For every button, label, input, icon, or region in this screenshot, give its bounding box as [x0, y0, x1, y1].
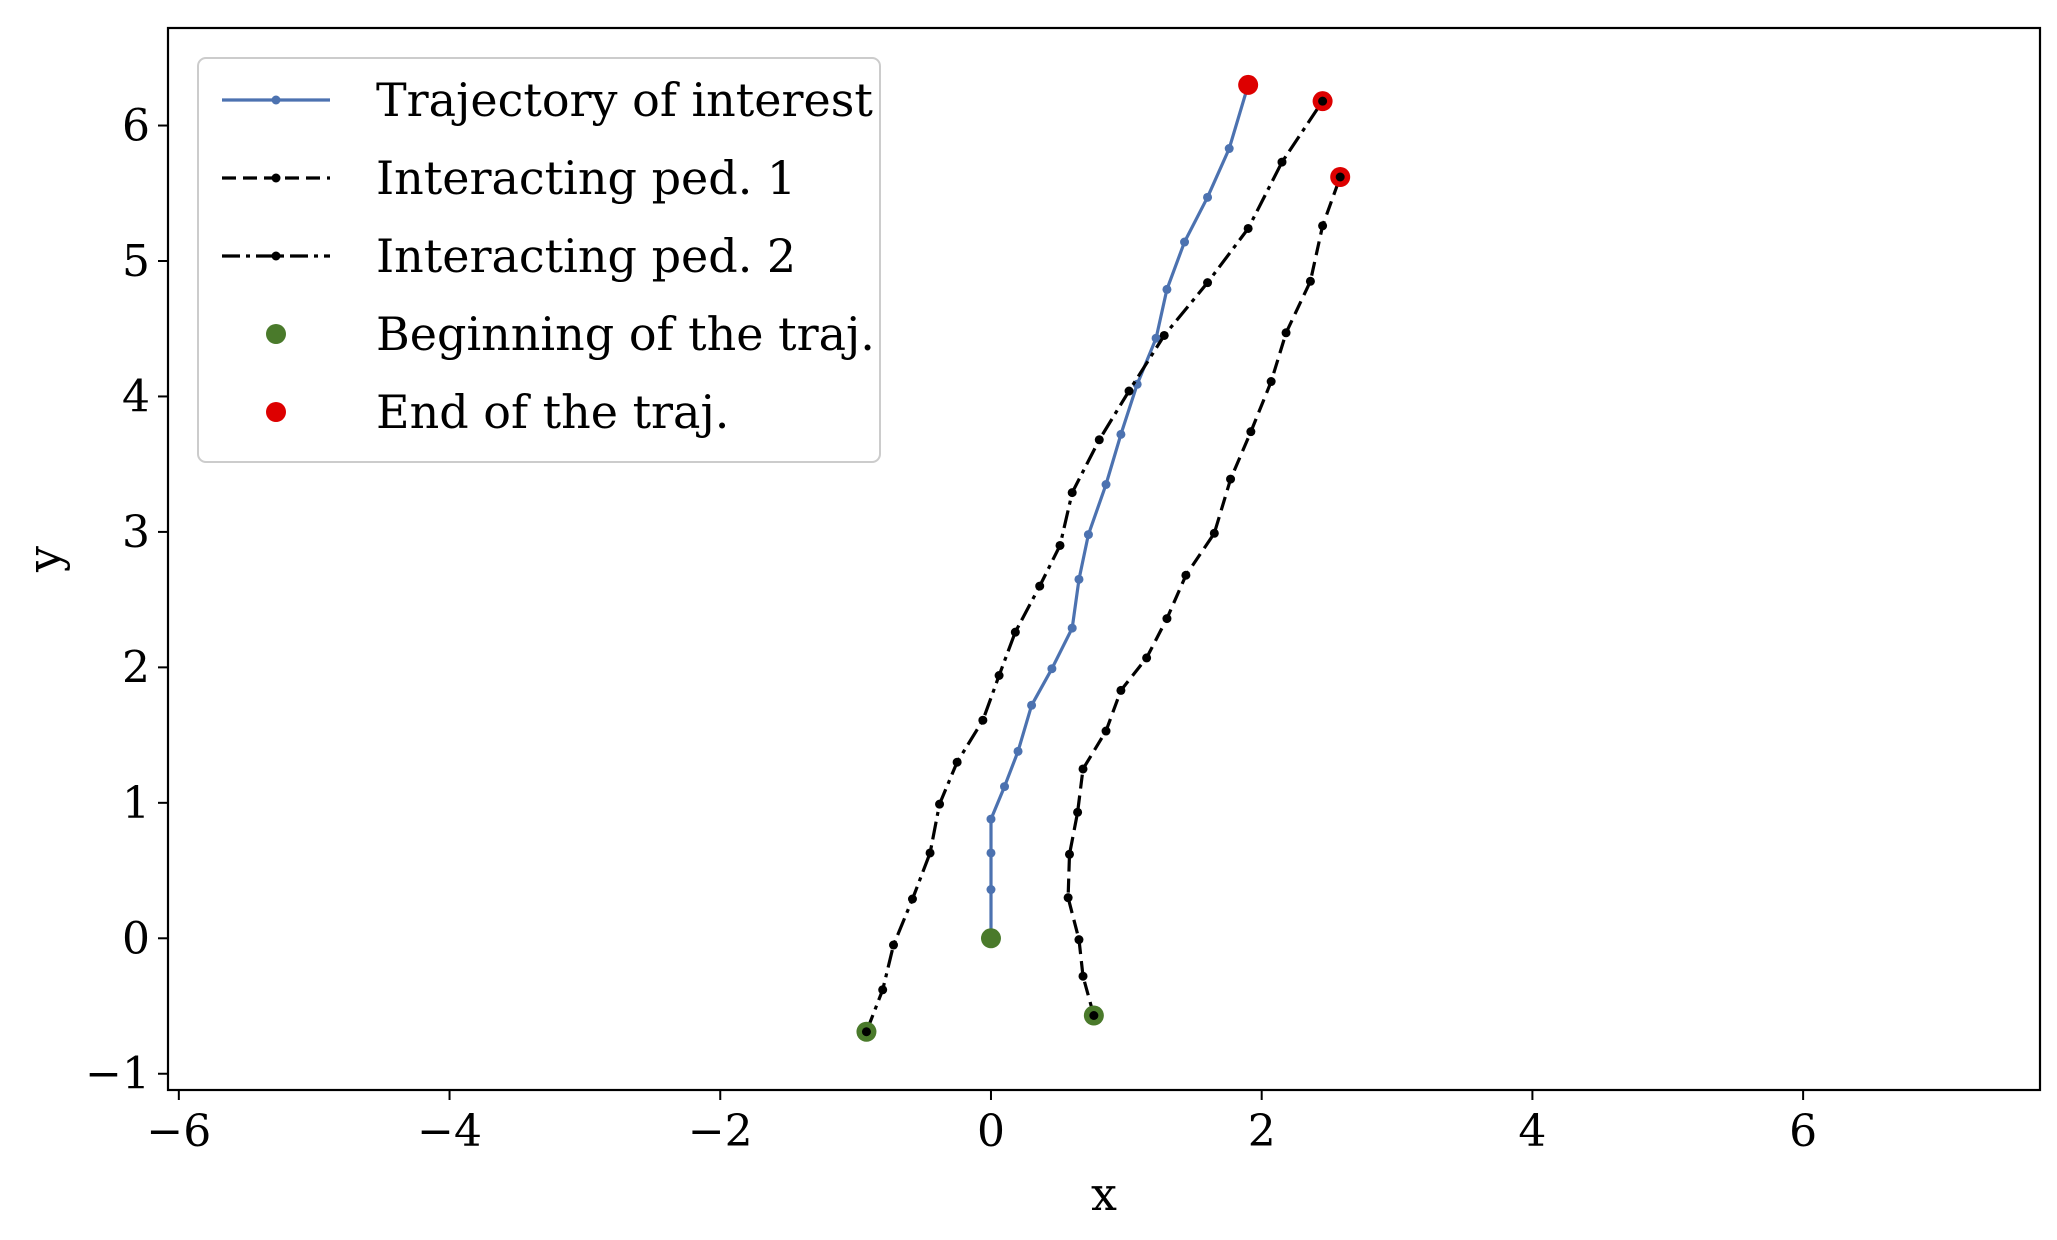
legend-label: Interacting ped. 2	[376, 229, 796, 283]
series-point	[1305, 276, 1315, 286]
series-point	[1101, 479, 1111, 489]
y-axis-label: y	[17, 546, 71, 573]
y-tick-label: 1	[122, 778, 150, 829]
y-tick-label: −1	[85, 1049, 150, 1100]
x-tick-label: 2	[1248, 1106, 1276, 1157]
series-point	[1335, 172, 1345, 182]
series-point	[1124, 386, 1134, 396]
series-point	[1064, 849, 1074, 859]
series-point	[1013, 746, 1023, 756]
series-point	[1089, 1010, 1099, 1020]
x-tick-label: −6	[146, 1106, 211, 1157]
legend-marker-swatch	[266, 324, 286, 344]
y-tick-label: 0	[122, 913, 150, 964]
series-point	[952, 757, 962, 767]
axis-ticks: −6 −4 −2 0 2 4 6 −1 0 1 2 3 4 5 6	[85, 101, 1817, 1157]
legend-label: Interacting ped. 1	[376, 151, 796, 205]
series-point	[986, 885, 996, 895]
series-point	[978, 715, 988, 725]
y-tick-label: 5	[122, 236, 150, 287]
legend-marker-swatch	[271, 251, 281, 261]
legend-label: Beginning of the traj.	[376, 307, 875, 361]
legend-entries: Trajectory of interest Interacting ped. 1…	[222, 73, 875, 439]
series-point	[1243, 223, 1253, 233]
series-point	[1063, 893, 1073, 903]
legend-marker-swatch	[266, 402, 286, 422]
series-line	[1066, 176, 1342, 1016]
series-point	[1073, 807, 1083, 817]
series-point	[925, 848, 935, 858]
series-point	[986, 814, 996, 824]
legend-marker-swatch	[271, 173, 281, 183]
series-point	[1000, 782, 1010, 792]
series-point	[1181, 570, 1191, 580]
series-point	[1078, 971, 1088, 981]
legend-marker-swatch	[271, 95, 281, 105]
series-point	[986, 848, 996, 858]
series-point	[1281, 328, 1291, 338]
series-line	[989, 84, 1250, 939]
series-point	[1209, 528, 1219, 538]
series-point	[1116, 429, 1126, 439]
x-tick-label: 6	[1789, 1106, 1817, 1157]
series-point	[1162, 284, 1172, 294]
series-point	[1162, 614, 1172, 624]
legend-label: End of the traj.	[376, 385, 729, 439]
series-point	[1047, 664, 1057, 674]
series-point	[1101, 726, 1111, 736]
series-point	[1203, 192, 1213, 202]
series-point	[1083, 530, 1093, 540]
series-point	[1318, 96, 1328, 106]
series-point	[1010, 627, 1020, 637]
plot-marks	[856, 74, 1351, 1042]
series-point	[1094, 435, 1104, 445]
x-tick-label: 4	[1518, 1106, 1546, 1157]
series-point	[1226, 474, 1236, 484]
y-tick-label: 2	[122, 642, 150, 693]
x-tick-label: −2	[688, 1106, 753, 1157]
legend-box	[197, 57, 881, 463]
y-tick-label: 4	[122, 371, 150, 422]
series-point	[1027, 700, 1037, 710]
endpoint-marker	[980, 928, 1001, 949]
series-point	[1067, 488, 1077, 498]
endpoint-marker	[1238, 74, 1259, 95]
series-line	[864, 100, 1324, 1033]
x-tick-label: −4	[417, 1106, 482, 1157]
series-point	[994, 670, 1004, 680]
series-point	[1035, 581, 1045, 591]
series-point	[907, 894, 917, 904]
x-axis-label: x	[1091, 1167, 1117, 1221]
series-point	[1277, 157, 1287, 167]
axes-frame	[166, 26, 2042, 1092]
series-point	[889, 940, 899, 950]
series-point	[878, 985, 888, 995]
legend: Trajectory of interest Interacting ped. 1…	[197, 57, 881, 463]
y-tick-label: 6	[122, 101, 150, 152]
series-point	[1203, 278, 1213, 288]
series-point	[1078, 764, 1088, 774]
series-point	[1067, 623, 1077, 633]
series-point	[935, 799, 945, 809]
y-tick-label: 3	[122, 507, 150, 558]
series-point	[1151, 333, 1161, 343]
legend-label: Trajectory of interest	[376, 73, 873, 127]
series-point	[1159, 330, 1169, 340]
series-point	[1180, 237, 1190, 247]
x-tick-label: 0	[977, 1106, 1005, 1157]
series-point	[1142, 653, 1152, 663]
series-point	[1318, 221, 1328, 231]
series-point	[1116, 685, 1126, 695]
series-point	[1224, 144, 1234, 154]
series-point	[1055, 540, 1065, 550]
series-point	[1074, 935, 1084, 945]
series-point	[1266, 377, 1276, 387]
series-point	[1246, 427, 1256, 437]
series-point	[861, 1027, 871, 1037]
series-point	[1074, 574, 1084, 584]
